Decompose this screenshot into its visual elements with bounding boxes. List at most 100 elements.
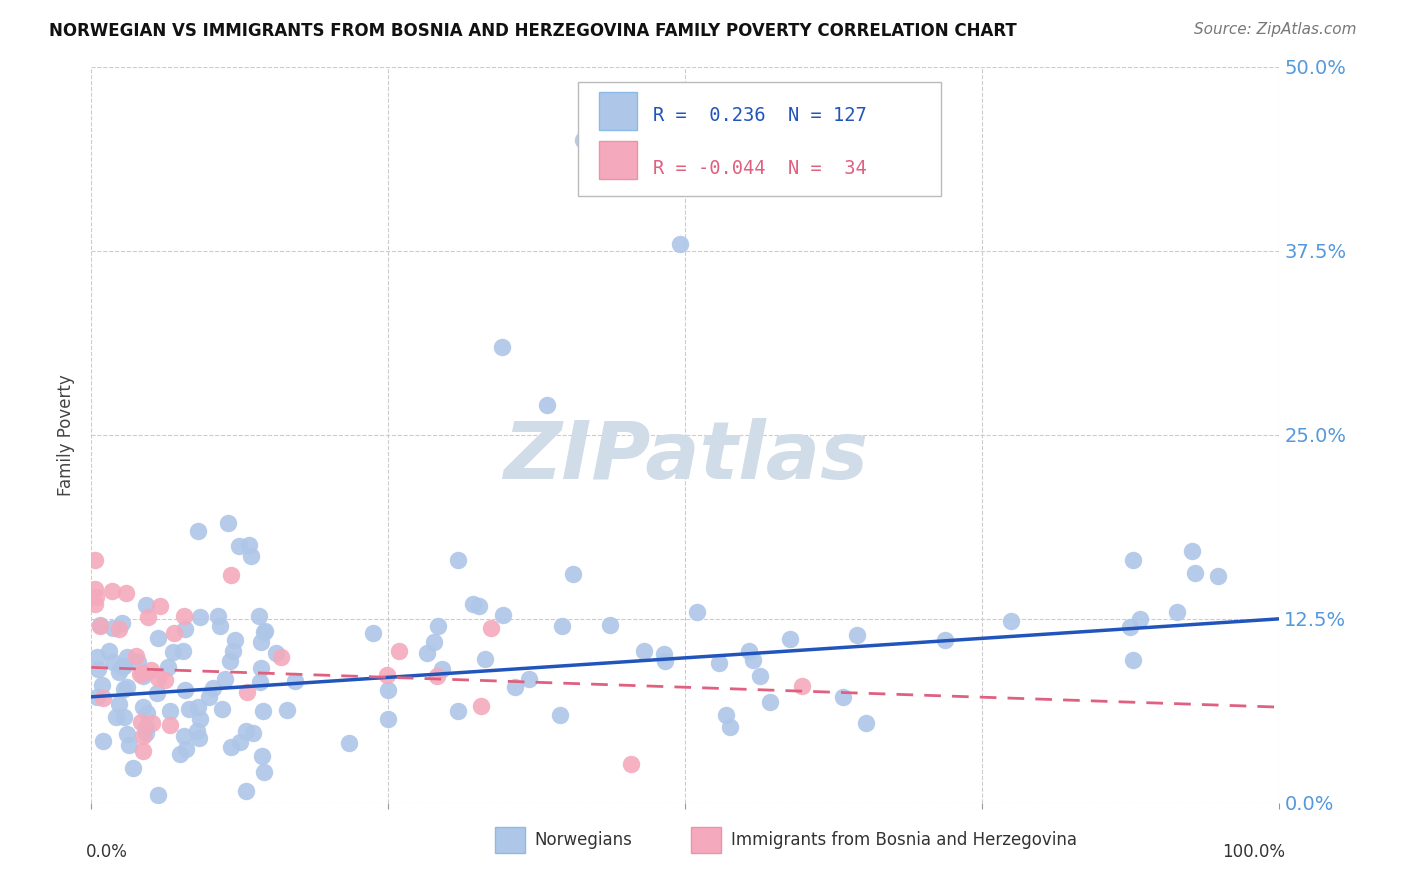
- Point: [141, 716, 163, 731]
- Point: [388, 644, 411, 658]
- Point: [91, 734, 114, 748]
- Point: [426, 669, 449, 683]
- Point: [169, 747, 191, 761]
- Point: [1184, 566, 1206, 581]
- Point: [846, 627, 869, 641]
- Point: [148, 632, 170, 646]
- Point: [551, 619, 574, 633]
- Point: [114, 585, 136, 599]
- Point: [135, 726, 157, 740]
- Point: [186, 724, 208, 739]
- Point: [90, 678, 112, 692]
- Point: [159, 717, 181, 731]
- Point: [550, 708, 572, 723]
- Point: [122, 761, 145, 775]
- Point: [132, 669, 155, 683]
- Point: [86, 662, 108, 676]
- Point: [84, 590, 107, 604]
- Point: [1181, 543, 1204, 558]
- Point: [470, 698, 492, 713]
- Point: [162, 645, 184, 659]
- Point: [264, 646, 287, 660]
- Point: [377, 712, 399, 726]
- Point: [1119, 620, 1142, 634]
- Point: [758, 695, 780, 709]
- Point: [172, 644, 194, 658]
- Point: [491, 340, 513, 354]
- Point: [235, 724, 257, 739]
- Point: [716, 707, 738, 722]
- Bar: [599, 92, 637, 130]
- Point: [157, 660, 180, 674]
- Point: [211, 701, 233, 715]
- Point: [561, 567, 583, 582]
- Point: [633, 644, 655, 658]
- Point: [686, 605, 709, 619]
- Point: [110, 660, 132, 674]
- Point: [779, 632, 801, 646]
- Point: [718, 720, 741, 734]
- Point: [136, 610, 159, 624]
- Point: [479, 621, 502, 635]
- Point: [239, 549, 262, 563]
- Point: [129, 667, 152, 681]
- Point: [474, 652, 496, 666]
- Point: [163, 625, 186, 640]
- Point: [207, 609, 229, 624]
- Point: [115, 680, 138, 694]
- Point: [242, 726, 264, 740]
- Point: [112, 659, 135, 673]
- Point: [115, 649, 138, 664]
- Point: [132, 729, 155, 743]
- Point: [252, 704, 274, 718]
- Point: [149, 599, 172, 613]
- Point: [107, 623, 129, 637]
- Point: [127, 655, 149, 669]
- Point: [654, 654, 676, 668]
- Point: [198, 690, 221, 705]
- Point: [284, 674, 307, 689]
- Point: [136, 706, 159, 721]
- Point: [1208, 569, 1230, 583]
- Point: [247, 608, 270, 623]
- Point: [375, 668, 398, 682]
- Point: [174, 742, 197, 756]
- Point: [461, 597, 484, 611]
- Point: [135, 720, 157, 734]
- Point: [503, 680, 526, 694]
- Point: [599, 617, 621, 632]
- Point: [707, 656, 730, 670]
- Point: [250, 661, 273, 675]
- Point: [221, 644, 243, 658]
- Point: [84, 582, 107, 597]
- Point: [89, 619, 111, 633]
- Text: 100.0%: 100.0%: [1222, 843, 1285, 862]
- Point: [519, 672, 541, 686]
- Point: [108, 665, 131, 679]
- Point: [423, 635, 446, 649]
- Point: [86, 649, 108, 664]
- Point: [124, 648, 146, 663]
- Point: [250, 635, 273, 649]
- Point: [177, 702, 200, 716]
- Point: [249, 674, 271, 689]
- Point: [741, 653, 763, 667]
- Point: [426, 618, 449, 632]
- Point: [748, 669, 770, 683]
- Bar: [495, 827, 524, 853]
- Point: [1122, 553, 1144, 567]
- Point: [235, 685, 257, 699]
- Point: [855, 716, 877, 731]
- Point: [118, 739, 141, 753]
- Point: [468, 599, 491, 613]
- Point: [86, 690, 108, 705]
- Point: [84, 553, 107, 567]
- Point: [276, 703, 298, 717]
- Point: [253, 764, 276, 779]
- Point: [536, 398, 558, 412]
- Bar: [599, 141, 637, 179]
- Point: [139, 663, 162, 677]
- Point: [214, 672, 236, 686]
- Point: [254, 624, 277, 638]
- Point: [108, 697, 131, 711]
